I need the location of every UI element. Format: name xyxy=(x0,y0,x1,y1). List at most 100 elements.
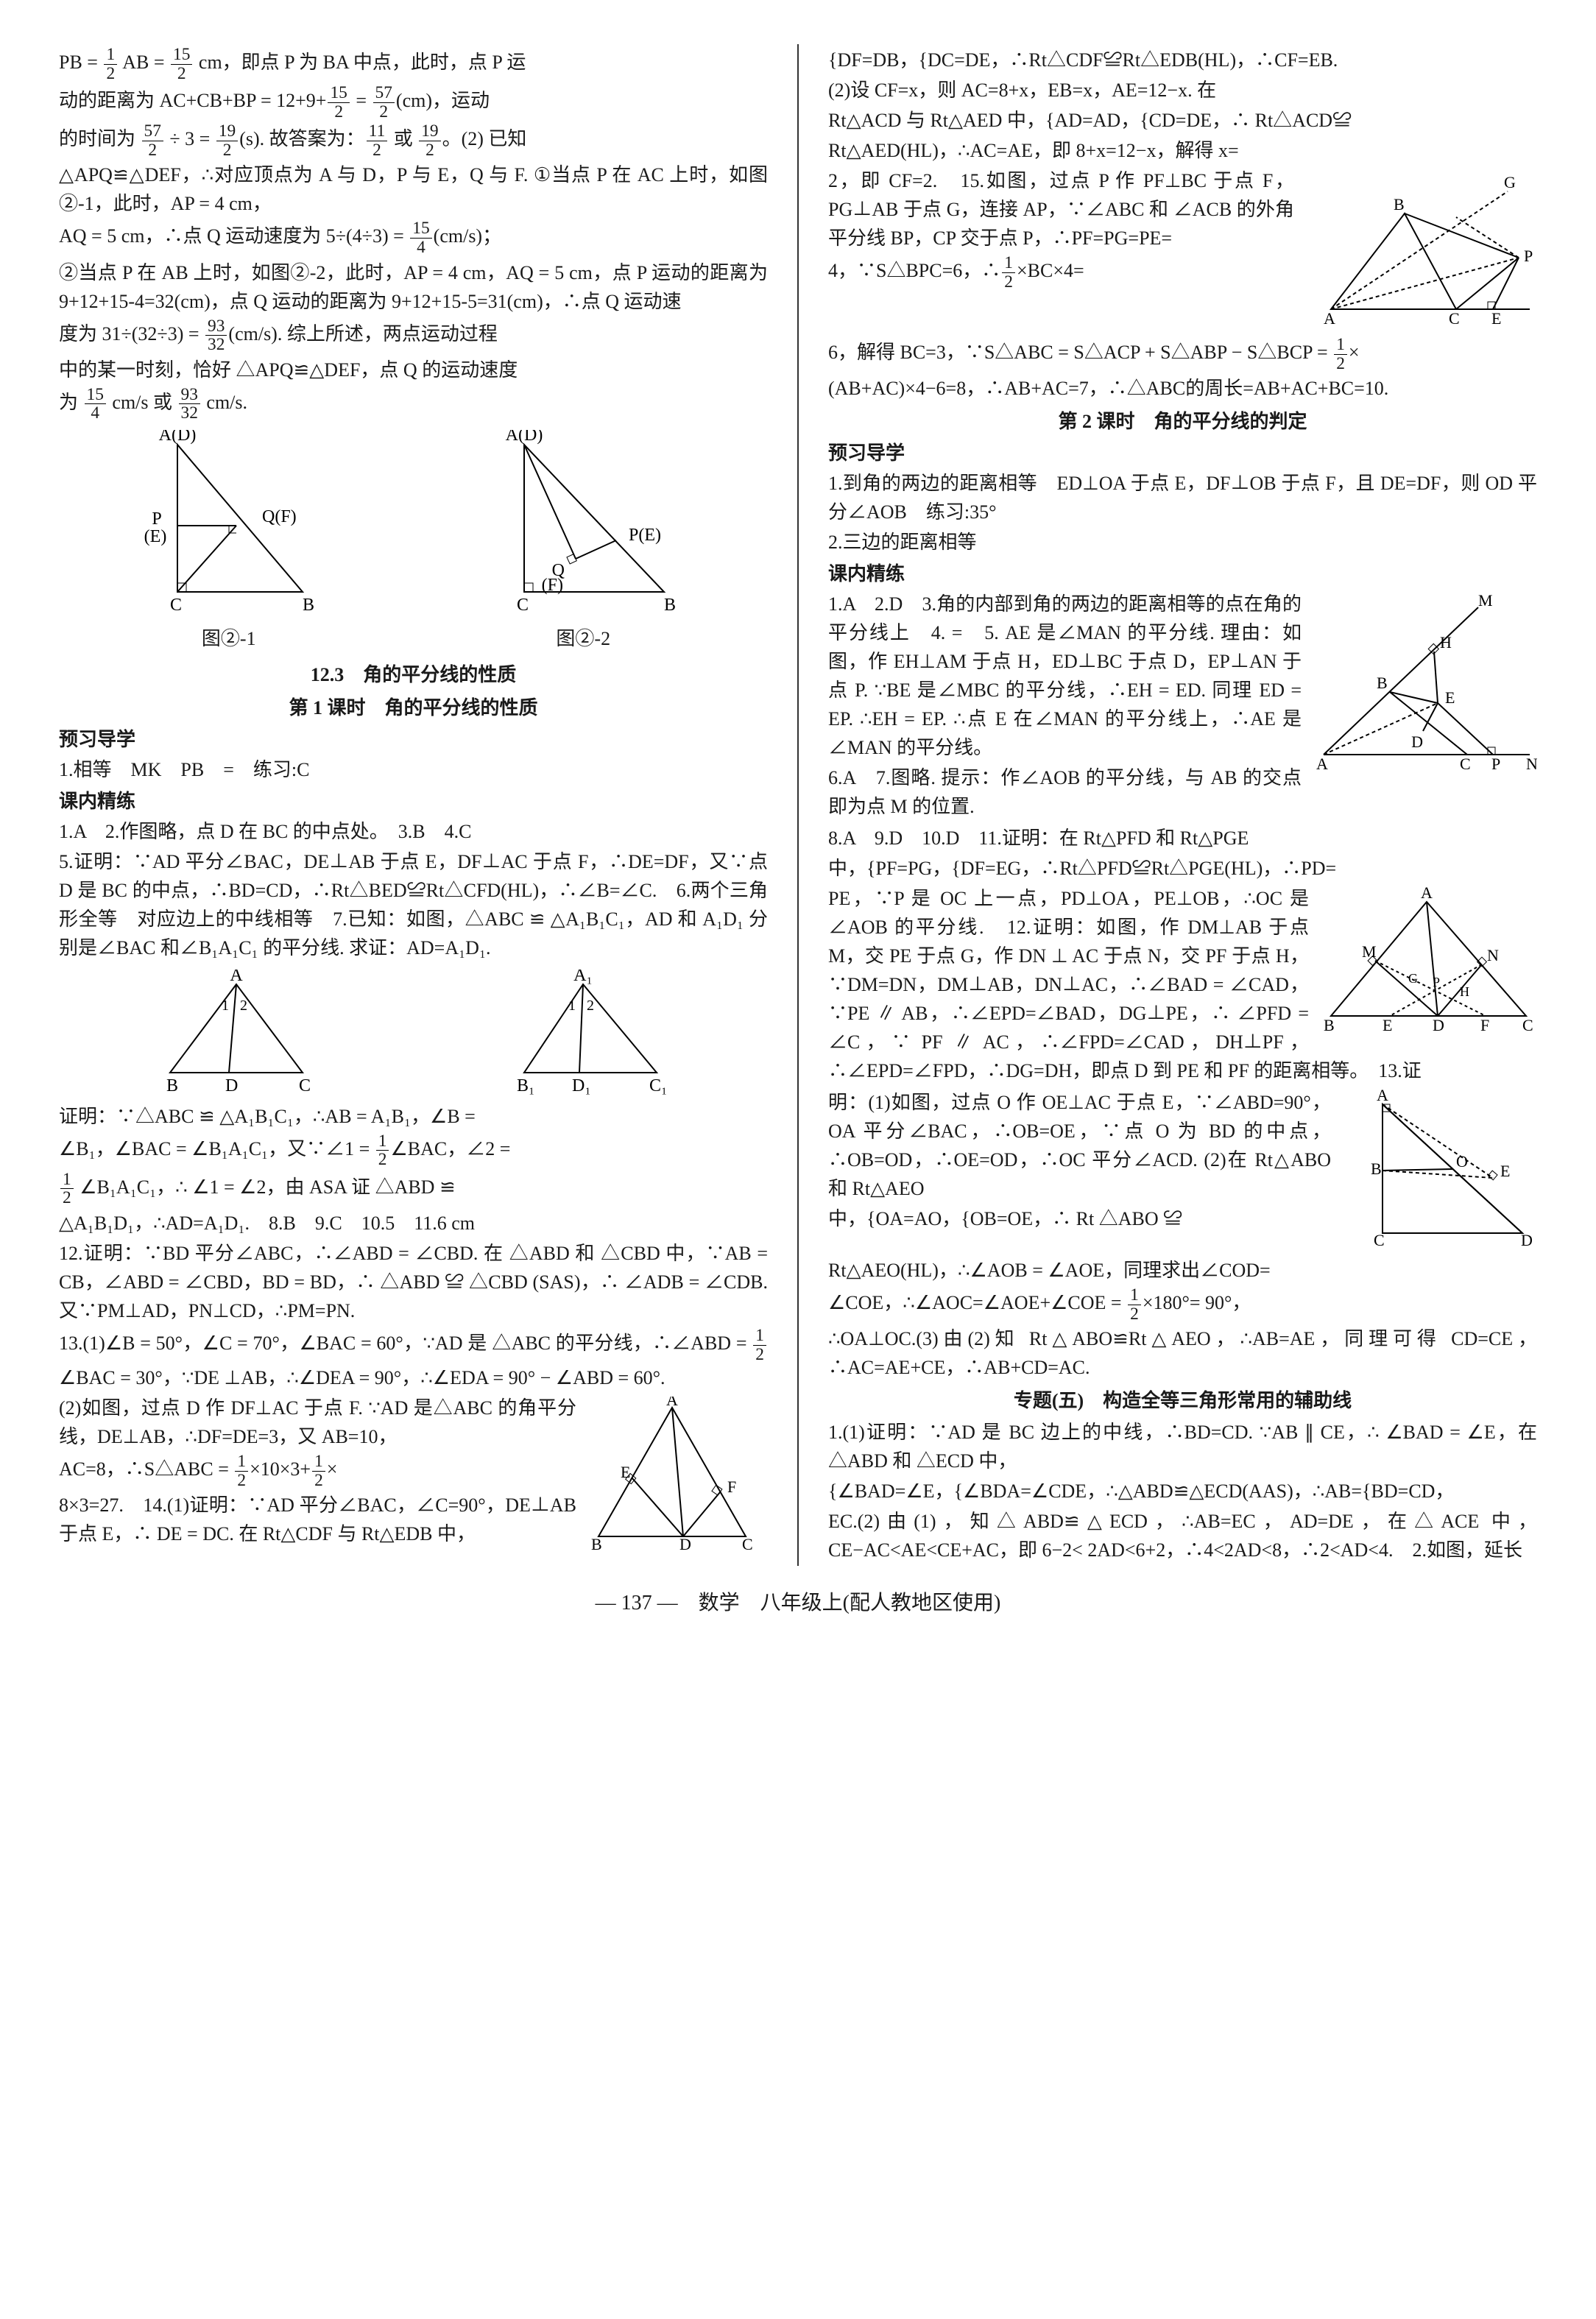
para: 1.到角的两边的距离相等 ED⊥OA 于点 E，DF⊥OB 于点 F，且 DE=… xyxy=(828,469,1537,526)
svg-text:C: C xyxy=(1449,309,1460,328)
svg-text:2: 2 xyxy=(240,998,247,1014)
svg-text:F: F xyxy=(727,1478,736,1496)
sub-heading: 课内精练 xyxy=(59,787,768,816)
svg-text:H: H xyxy=(1440,633,1452,652)
footer-subject: 数学 八年级上(配人教地区使用) xyxy=(699,1592,1001,1614)
para: 12.证明：∵BD 平分∠ABC，∴∠ABD = ∠CBD. 在 △ABD 和 … xyxy=(59,1239,768,1325)
para: EC.(2)由(1)，知△ABD≌△ECD，∴AB=EC，AD=DE，在△ACE… xyxy=(828,1507,1537,1564)
svg-text:P: P xyxy=(1491,755,1500,773)
svg-text:B: B xyxy=(1394,195,1405,213)
para: {DF=DB，{DC=DE，∴Rt△CDF≌Rt△EDB(HL)，∴CF=EB. xyxy=(828,46,1537,74)
svg-text:C₁: C₁ xyxy=(649,1076,667,1095)
para: Rt△AED(HL)，∴AC=AE，即 8+x=12−x，解得 x= xyxy=(828,136,1537,165)
svg-text:B: B xyxy=(591,1535,602,1551)
svg-text:P: P xyxy=(152,509,161,529)
para: ②当点 P 在 AB 上时，如图②-2，此时，AP = 4 cm，AQ = 5 … xyxy=(59,258,768,316)
svg-text:E: E xyxy=(1445,688,1455,707)
svg-text:2: 2 xyxy=(587,998,594,1014)
svg-text:E: E xyxy=(1383,1016,1392,1034)
svg-text:C: C xyxy=(742,1535,753,1551)
para: 5.证明：∵AD 平分∠BAC，DE⊥AB 于点 E，DF⊥AC 于点 F，∴D… xyxy=(59,847,768,962)
svg-text:C: C xyxy=(170,596,182,615)
svg-text:P: P xyxy=(1433,975,1440,989)
svg-text:A: A xyxy=(666,1397,678,1409)
svg-text:1: 1 xyxy=(568,998,576,1014)
svg-text:F: F xyxy=(1480,1016,1489,1034)
figure-5r: M H B E D A C P N xyxy=(1309,593,1537,777)
figure-caption: 图②-2 xyxy=(473,624,693,653)
svg-text:C: C xyxy=(1374,1231,1385,1249)
para: ∠COE，∴∠AOC=∠AOE+∠COE = 12×180°= 90°， xyxy=(828,1286,1537,1323)
para: 度为 31÷(32÷3) = 9332(cm/s). 综上所述，两点运动过程 xyxy=(59,317,768,354)
right-column: {DF=DB，{DC=DE，∴Rt△CDF≌Rt△EDB(HL)，∴CF=EB.… xyxy=(828,44,1537,1566)
svg-text:Q(F): Q(F) xyxy=(262,507,297,526)
para: (AB+AC)×4−6=8，∴AB+AC=7，∴△ABC的周长=AB+AC+BC… xyxy=(828,374,1537,403)
page-number: — 137 — xyxy=(596,1592,678,1614)
page-footer: — 137 — 数学 八年级上(配人教地区使用) xyxy=(59,1588,1537,1619)
figure-15: A B C E P G xyxy=(1302,169,1537,331)
svg-text:H: H xyxy=(1460,984,1469,999)
para: 8.A 9.D 10.D 11.证明：在 Rt△PFD 和 Rt△PGE xyxy=(828,824,1537,853)
para: 中，{PF=PG，{DF=EG，∴Rt△PFD≌Rt△PGE(HL)，∴PD= xyxy=(828,854,1537,883)
svg-text:B₁: B₁ xyxy=(517,1076,534,1095)
svg-text:B: B xyxy=(1371,1160,1382,1178)
para: 中的某一时刻，恰好 △APQ≌△DEF，点 Q 的运动速度 xyxy=(59,356,768,384)
sub-heading: 课内精练 xyxy=(828,560,1537,588)
svg-text:B: B xyxy=(166,1076,178,1095)
svg-text:M: M xyxy=(1478,593,1493,610)
svg-text:E: E xyxy=(621,1463,630,1481)
svg-text:A: A xyxy=(1377,1090,1388,1104)
para: △APQ≌△DEF，∴对应顶点为 A 与 D，P 与 E，Q 与 F. ①当点 … xyxy=(59,160,768,218)
svg-text:A₁: A₁ xyxy=(573,970,593,985)
svg-text:D: D xyxy=(225,1076,238,1095)
figure-2-2: A(D) P(E) Q (F) C B 图②-2 xyxy=(473,430,693,653)
figure-12r: A M N G P H B E D F C xyxy=(1316,887,1537,1034)
figure-2-1: A(D) P (E) Q(F) C B 图②-1 xyxy=(133,430,325,653)
figure-caption: 图②-1 xyxy=(133,624,325,653)
svg-text:M: M xyxy=(1362,942,1377,961)
para: PB = 12 AB = 152 cm，即点 P 为 BA 中点，此时，点 P … xyxy=(59,46,768,82)
svg-text:(E): (E) xyxy=(144,527,166,546)
svg-text:O: O xyxy=(1456,1152,1468,1171)
para: (2)设 CF=x，则 AC=8+x，EB=x，AE=12−x. 在 xyxy=(828,76,1537,105)
svg-text:1: 1 xyxy=(222,998,229,1014)
svg-text:C: C xyxy=(299,1076,311,1095)
section-title: 第 2 课时 角的平分线的判定 xyxy=(828,407,1537,436)
svg-text:D₁: D₁ xyxy=(572,1076,591,1095)
para: 的时间为 572 ÷ 3 = 192(s). 故答案为：112 或 192。(2… xyxy=(59,122,768,159)
svg-text:D: D xyxy=(1411,733,1423,751)
sub-heading: 预习导学 xyxy=(828,439,1537,467)
para: {∠BAD=∠E，{∠BDA=∠CDE，∴△ABD≌△ECD(AAS)，∴AB=… xyxy=(828,1477,1537,1506)
svg-text:G: G xyxy=(1504,173,1516,191)
triangle-abc-figure: A 1 2 B D C xyxy=(148,970,325,1095)
para: ∠B₁，∠BAC = ∠B₁A₁C₁，又∵∠1 = 12∠BAC，∠2 = xyxy=(59,1132,768,1169)
svg-text:A: A xyxy=(1421,887,1433,902)
para: ∴OA⊥OC.(3)由(2)知 Rt△ABO≌Rt△AEO，∴AB=AE，同理可… xyxy=(828,1324,1537,1382)
para: 动的距离为 AC+CB+BP = 12+9+152 = 572(cm)，运动 xyxy=(59,84,768,121)
svg-text:(F): (F) xyxy=(542,576,563,595)
svg-text:B: B xyxy=(1324,1016,1335,1034)
svg-text:P(E): P(E) xyxy=(629,526,661,545)
svg-text:D: D xyxy=(1521,1231,1533,1249)
svg-text:P: P xyxy=(1524,247,1533,265)
svg-text:C: C xyxy=(517,596,529,615)
para: Rt△ACD 与 Rt△AED 中，{AD=AD，{CD=DE，∴ Rt△ACD… xyxy=(828,106,1537,135)
figure-13r: A B E O C D xyxy=(1338,1090,1537,1252)
left-column: PB = 12 AB = 152 cm，即点 P 为 BA 中点，此时，点 P … xyxy=(59,44,768,1566)
figure-13-2: A E F B D C xyxy=(584,1397,768,1551)
svg-text:E: E xyxy=(1491,309,1501,328)
para: 1.(1)证明：∵AD 是 BC 边上的中线，∴BD=CD. ∵AB ∥ CE，… xyxy=(828,1418,1537,1475)
svg-text:E: E xyxy=(1500,1162,1510,1180)
svg-text:C: C xyxy=(1460,755,1471,773)
para: △A₁B₁D₁，∴AD=A₁D₁. 8.B 9.C 10.5 11.6 cm xyxy=(59,1209,768,1238)
para: 1.相等 MK PB = 练习:C xyxy=(59,755,768,784)
svg-text:B: B xyxy=(303,596,314,615)
svg-text:N: N xyxy=(1487,946,1499,964)
svg-text:N: N xyxy=(1526,755,1537,773)
para: 2.三边的距离相等 xyxy=(828,528,1537,557)
para: 为 154 cm/s 或 9332 cm/s. xyxy=(59,386,768,423)
svg-text:A(D): A(D) xyxy=(506,430,543,445)
para: 12 ∠B₁A₁C₁，∴ ∠1 = ∠2，由 ASA 证 △ABD ≌ xyxy=(59,1171,768,1207)
svg-text:A(D): A(D) xyxy=(158,430,196,445)
para: 1.A 2.作图略，点 D 在 BC 的中点处。 3.B 4.C xyxy=(59,817,768,846)
